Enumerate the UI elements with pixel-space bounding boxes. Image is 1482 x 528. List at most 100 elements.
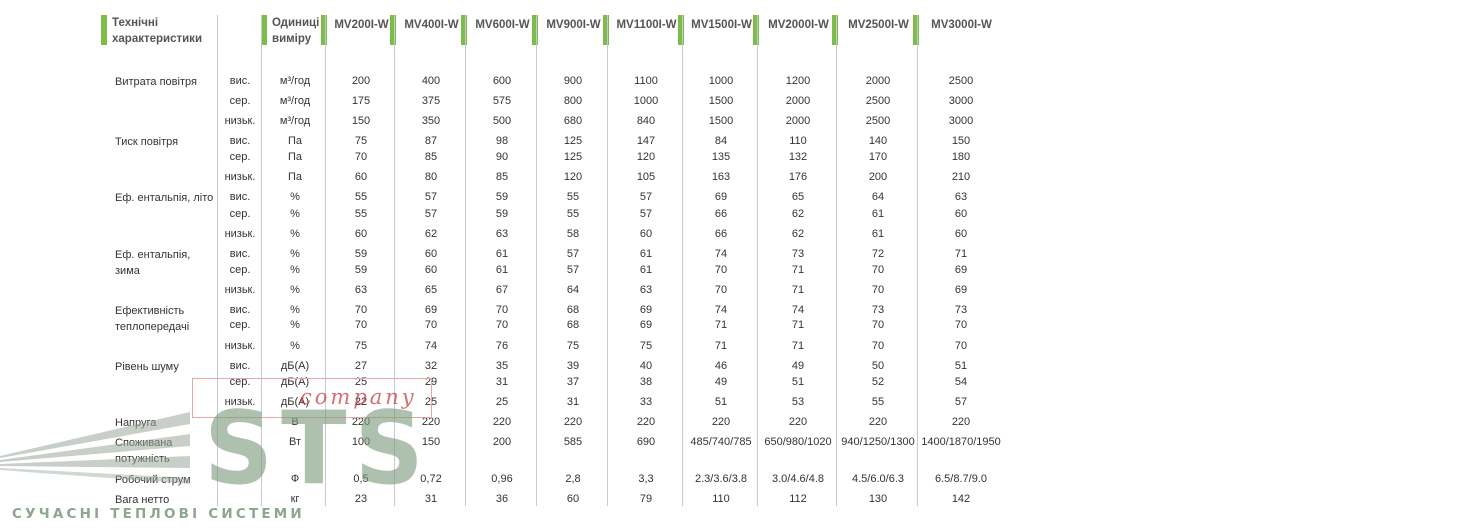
- table-cell: 61: [639, 264, 653, 276]
- table-cell: 170: [868, 151, 888, 163]
- header-model: MV600I-W: [461, 15, 535, 49]
- table-cell: 53: [791, 396, 805, 408]
- level-label: низьк.: [224, 284, 256, 296]
- unit-label: Па: [287, 135, 303, 147]
- table-cell: 3.0/4.6/4.8: [772, 473, 824, 485]
- level-label: вис.: [229, 135, 251, 147]
- table-cell: 70: [871, 319, 885, 331]
- column-divider: [217, 15, 218, 506]
- table-cell: 25: [495, 396, 509, 408]
- table-cell: 57: [639, 191, 653, 203]
- header-model: MV400I-W: [390, 15, 464, 49]
- table-cell: 485/740/785: [690, 436, 752, 448]
- table-cell: 80: [424, 171, 438, 183]
- table-cell: 147: [636, 135, 656, 147]
- level-label: вис.: [229, 304, 251, 316]
- table-cell: 900: [563, 75, 583, 87]
- header-model: MV200I-W: [321, 15, 393, 49]
- table-cell: 75: [566, 340, 580, 352]
- table-cell: 37: [566, 376, 580, 388]
- column-divider: [325, 15, 326, 506]
- table-cell: 55: [566, 208, 580, 220]
- param-label: Рівень шуму: [115, 361, 179, 373]
- table-cell: 63: [639, 284, 653, 296]
- table-cell: 67: [495, 284, 509, 296]
- table-cell: 59: [354, 264, 368, 276]
- table-cell: 38: [639, 376, 653, 388]
- column-divider: [757, 15, 758, 506]
- header-model: MV1100I-W: [603, 15, 681, 49]
- level-label: вис.: [229, 248, 251, 260]
- table-cell: 70: [954, 340, 968, 352]
- param-label: Робочий струм: [115, 474, 191, 486]
- table-cell: 60: [566, 493, 580, 505]
- table-cell: 59: [495, 191, 509, 203]
- table-cell: 58: [566, 228, 580, 240]
- table-cell: 110: [789, 135, 807, 147]
- table-cell: 73: [871, 304, 885, 316]
- table-cell: 70: [424, 319, 438, 331]
- table-cell: 61: [639, 248, 653, 260]
- table-cell: 150: [421, 436, 441, 448]
- table-cell: 98: [495, 135, 509, 147]
- table-cell: 1200: [785, 75, 811, 87]
- table-cell: 180: [951, 151, 971, 163]
- table-cell: 69: [424, 304, 438, 316]
- table-cell: 73: [954, 304, 968, 316]
- table-cell: 75: [354, 135, 368, 147]
- unit-label: В: [291, 416, 299, 428]
- level-label: вис.: [229, 360, 251, 372]
- table-cell: 23: [354, 493, 368, 505]
- table-cell: 71: [954, 248, 968, 260]
- table-cell: 2500: [865, 115, 891, 127]
- param-label: Споживана потужність: [115, 437, 173, 465]
- table-cell: 51: [714, 396, 728, 408]
- table-cell: 68: [566, 304, 580, 316]
- table-cell: 66: [714, 208, 728, 220]
- table-cell: 150: [951, 135, 971, 147]
- unit-label: %: [290, 228, 300, 240]
- column-divider: [261, 15, 262, 506]
- table-cell: 55: [354, 208, 368, 220]
- table-cell: 69: [639, 304, 653, 316]
- table-cell: 73: [791, 248, 805, 260]
- unit-label: дБ(А): [280, 376, 310, 388]
- column-divider: [536, 15, 537, 506]
- table-cell: 60: [639, 228, 653, 240]
- level-label: низьк.: [224, 115, 256, 127]
- header-model: MV3000I-W: [913, 15, 1001, 49]
- table-cell: 840: [636, 115, 656, 127]
- table-cell: 64: [871, 191, 885, 203]
- table-cell: 57: [424, 191, 438, 203]
- table-cell: 3,3: [638, 473, 654, 485]
- table-cell: 39: [566, 360, 580, 372]
- level-label: низьк.: [224, 340, 256, 352]
- unit-label: %: [290, 319, 300, 331]
- table-cell: 75: [354, 340, 368, 352]
- table-cell: 57: [954, 396, 968, 408]
- table-cell: 375: [421, 95, 441, 107]
- table-cell: 71: [791, 284, 805, 296]
- table-cell: 66: [714, 228, 728, 240]
- level-label: низьк.: [224, 396, 256, 408]
- table-cell: 22: [354, 396, 368, 408]
- level-label: вис.: [229, 191, 251, 203]
- param-label: Тиск повітря: [115, 136, 179, 148]
- table-cell: 60: [424, 264, 438, 276]
- table-cell: 2500: [948, 75, 974, 87]
- unit-label: дБ(А): [280, 396, 310, 408]
- table-cell: 70: [354, 151, 368, 163]
- table-cell: 940/1250/1300: [841, 436, 915, 448]
- table-cell: 70: [354, 304, 368, 316]
- unit-label: м³/год: [279, 115, 311, 127]
- table-cell: 60: [424, 248, 438, 260]
- unit-label: кг: [290, 493, 300, 505]
- level-label: вис.: [229, 75, 251, 87]
- table-cell: 0,96: [491, 473, 513, 485]
- table-cell: 36: [495, 493, 509, 505]
- table-cell: 2000: [865, 75, 891, 87]
- table-cell: 71: [791, 264, 805, 276]
- table-cell: 71: [791, 319, 805, 331]
- table-cell: 140: [868, 135, 888, 147]
- table-cell: 200: [351, 75, 371, 87]
